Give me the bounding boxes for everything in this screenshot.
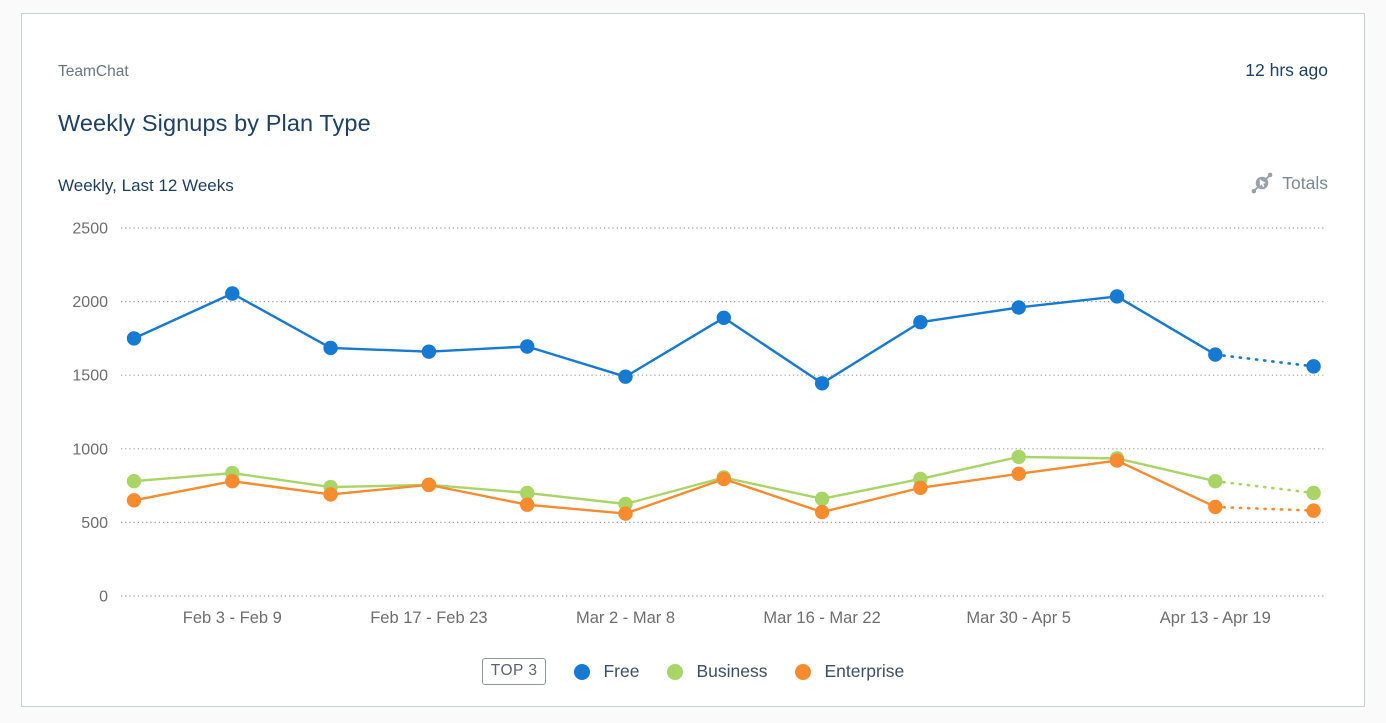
free-data-point[interactable] [1109,289,1125,304]
business-line [133,455,1216,506]
totals-label: Totals [1282,172,1328,193]
last-updated: 12 hrs ago [1245,60,1328,80]
legend-label-free: Free [603,661,640,681]
enterprise-line [133,459,1216,515]
enterprise-data-point[interactable] [323,487,338,502]
free-data-point[interactable] [913,315,928,330]
y-axis-tick-label: 1000 [72,441,108,458]
enterprise-data-point[interactable] [618,506,633,521]
free-data-point[interactable] [716,310,731,325]
business-data-point[interactable] [126,473,142,489]
free-projection-line [1214,353,1315,368]
totals-control[interactable]: Totals [1249,170,1328,196]
free-data-point[interactable] [225,286,240,301]
business-projection-line [1214,479,1315,495]
enterprise-data-point[interactable] [520,497,535,512]
legend-item-business[interactable]: Business [667,661,767,682]
enterprise-projection-line [1214,505,1315,512]
enterprise-data-point[interactable] [421,477,437,493]
enterprise-data-point[interactable] [913,480,928,496]
y-axis-tick-label: 1500 [72,368,108,385]
y-axis-tick-label: 0 [99,589,108,606]
top3-badge: TOP 3 [481,658,547,685]
dashboard-card: TeamChat 12 hrs ago Weekly Signups by Pl… [21,13,1365,707]
free-data-point[interactable] [1306,359,1321,374]
x-axis-tick-label: Apr 13 - Apr 19 [1160,609,1271,627]
x-axis-tick-label: Mar 30 - Apr 5 [966,609,1071,627]
free-data-point[interactable] [126,331,142,346]
y-axis-tick-label: 2500 [72,221,108,238]
chart-subtitle: Weekly, Last 12 Weeks [58,176,234,195]
page-title: Weekly Signups by Plan Type [58,110,371,136]
business-data-point[interactable] [1306,485,1321,501]
business-data-point[interactable] [520,485,535,501]
x-axis-tick-label: Feb 3 - Feb 9 [183,609,282,627]
enterprise-data-point[interactable] [225,473,240,489]
x-axis-tick-label: Mar 16 - Mar 22 [763,609,880,627]
free-data-point[interactable] [520,339,535,354]
free-line [133,292,1216,385]
legend-item-free[interactable]: Free [574,661,639,682]
y-axis-tick-label: 500 [81,515,108,532]
business-data-point[interactable] [814,491,830,507]
business-data-point[interactable] [1208,473,1223,489]
x-axis-tick-label: Mar 2 - Mar 8 [576,609,675,627]
legend-label-business: Business [696,661,768,681]
y-axis-tick-label: 2000 [72,294,108,311]
free-data-point[interactable] [814,376,830,391]
chart-legend: TOP 3 Free Business Enterprise [22,658,1364,685]
free-data-point[interactable] [1011,300,1026,315]
enterprise-data-point[interactable] [716,471,731,487]
enterprise-data-point[interactable] [1011,466,1026,482]
free-data-point[interactable] [1208,347,1223,362]
free-data-point[interactable] [421,344,437,359]
totals-drill-icon [1249,170,1275,196]
legend-item-enterprise[interactable]: Enterprise [795,661,904,682]
enterprise-data-point[interactable] [1306,503,1321,518]
business-series-dot [667,663,684,680]
chart-svg: 0 500 1000 1500 2000 2500 Feb 3 - Feb 9 Feb 17 … [72,221,1326,627]
enterprise-series-dot [795,663,812,680]
app-name: TeamChat [58,63,129,80]
free-data-point[interactable] [618,369,633,384]
legend-label-enterprise: Enterprise [824,661,905,681]
signups-line-chart: 0 500 1000 1500 2000 2500 Feb 3 - Feb 9 Feb 17 … [58,214,1330,638]
x-axis-tick-label: Feb 17 - Feb 23 [370,609,487,627]
enterprise-data-point[interactable] [1109,453,1125,468]
free-series-dot [574,663,591,680]
enterprise-data-point[interactable] [814,504,830,520]
enterprise-data-point[interactable] [1208,499,1223,515]
enterprise-data-point[interactable] [126,493,142,508]
business-data-point[interactable] [1011,449,1026,465]
free-data-point[interactable] [323,340,338,356]
